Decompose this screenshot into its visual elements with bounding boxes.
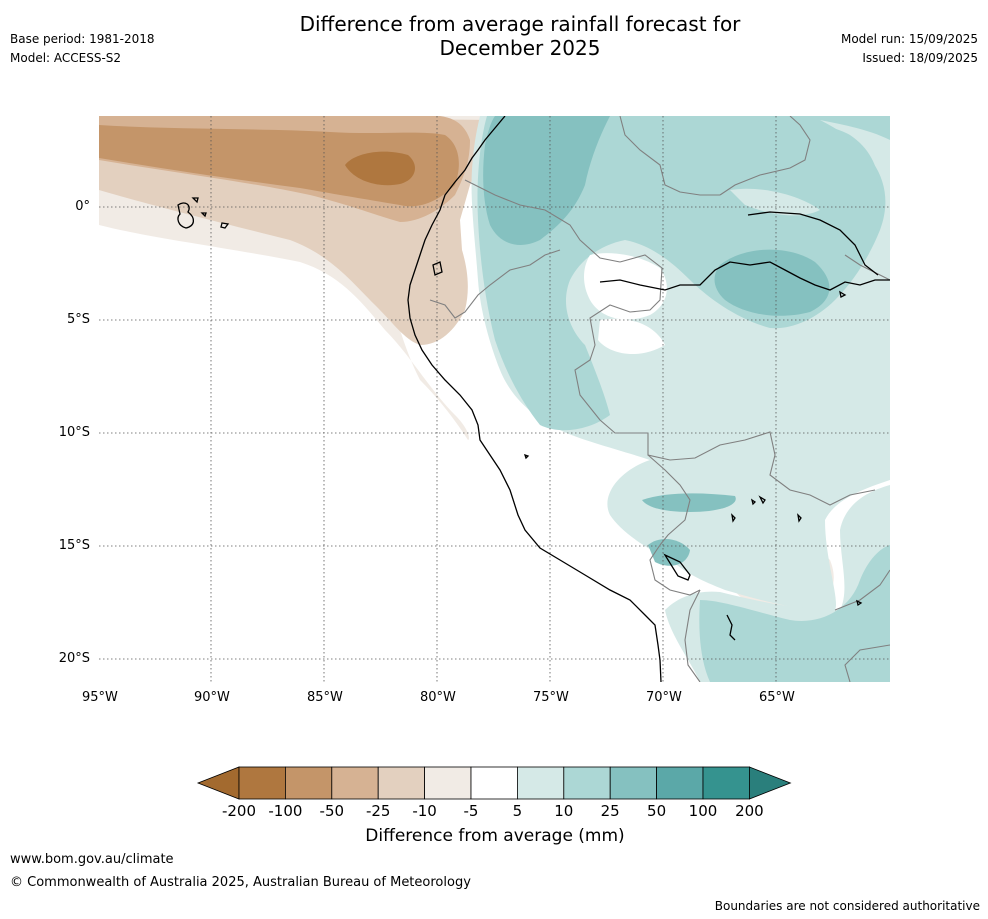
lat-tick-label: 15°S [58,538,90,553]
colorbar-tick-label: -50 [319,802,345,820]
model-label: Model: ACCESS-S2 [10,51,122,65]
colorbar-tick-label: 200 [735,802,764,820]
colorbar-title: Difference from average (mm) [365,826,625,846]
colorbar-tick-label: 25 [600,802,620,820]
copyright-text: © Commonwealth of Australia 2025, Austra… [10,875,471,890]
colorbar-tick-label: -100 [268,802,303,820]
country-borders [429,116,890,682]
issued-label: Issued: 18/09/2025 [862,51,978,65]
title-line-2: December 2025 [439,36,601,60]
lat-tick-label: 10°S [58,425,90,440]
colorbar-tick-label: -200 [221,802,257,820]
lat-tick-label: 0° [75,199,90,214]
disclaimer-text: Boundaries are not considered authoritat… [714,899,980,913]
title-line-1: Difference from average rainfall forecas… [299,12,741,36]
map-frame [99,116,890,682]
lon-tick-label: 80°W [420,690,456,705]
colorbar-tick-label: 10 [554,802,574,820]
colorbar-tick-label: 5 [512,802,523,820]
lon-tick-label: 75°W [533,690,569,705]
colorbar-tick-label: -10 [412,802,437,820]
base-period-label: Base period: 1981-2018 [10,32,155,46]
lon-tick-label: 70°W [646,690,682,705]
lon-tick-label: 95°W [82,690,118,705]
lon-tick-label: 65°W [759,690,795,705]
model-run-label: Model run: 15/09/2025 [840,32,978,46]
lon-tick-label: 85°W [307,690,343,705]
colorbar-tick-label: -5 [463,802,479,820]
lat-tick-label: 20°S [58,651,90,666]
colorbar-tick-label: 50 [647,802,667,820]
lon-tick-label: 90°W [194,690,230,705]
website-link[interactable]: www.bom.gov.au/climate [10,852,174,867]
colorbar-tick-label: -25 [365,802,391,820]
coastline [177,116,890,682]
colorbar-tick-label: 100 [688,802,718,820]
wet-anomaly-region [471,116,890,682]
lat-tick-label: 5°S [66,312,90,327]
page-title: Difference from average rainfall forecas… [250,12,790,60]
